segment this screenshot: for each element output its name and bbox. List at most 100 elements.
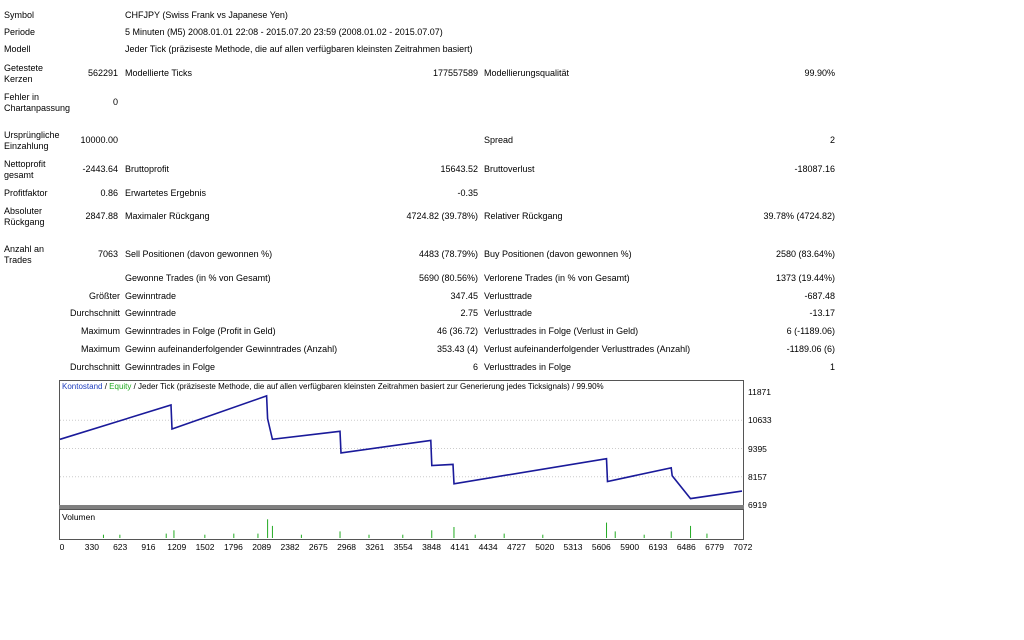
- grossloss-label: Bruttoverlust: [484, 164, 535, 174]
- sell-label: Sell Positionen (davon gewonnen %): [125, 249, 273, 259]
- maxconsloss-value: 6 (-1189.06): [786, 326, 835, 336]
- x-tick-label: 2089: [252, 542, 272, 552]
- netprofit-label-2: gesamt: [4, 170, 34, 180]
- y-tick-label: 9395: [748, 443, 767, 454]
- x-tick-label: 5020: [535, 542, 555, 552]
- chart-header-text: / Jeder Tick (präziseste Methode, die au…: [131, 382, 604, 391]
- x-tick-label: 3261: [365, 542, 385, 552]
- y-tick-label: 10633: [748, 415, 772, 426]
- reldd-value: 39.78% (4724.82): [763, 211, 835, 221]
- maxdd-label: Maximaler Rückgang: [125, 211, 210, 221]
- maxconslossamt-value: -1189.06 (6): [786, 344, 835, 354]
- x-tick-label: 2382: [280, 542, 300, 552]
- x-tick-label: 3554: [393, 542, 413, 552]
- avgconswin-value: 6: [472, 362, 478, 372]
- maxconsprofit-label: Gewinn aufeinanderfolgender Gewinntrades…: [125, 344, 338, 354]
- chart-legend-balance: Kontostand: [62, 382, 103, 391]
- expected-value: -0.35: [457, 188, 478, 198]
- largest-win-value: 347.45: [450, 291, 478, 301]
- lost-label: Verlorene Trades (in % von Gesamt): [484, 273, 630, 283]
- trades-value: 7063: [97, 249, 118, 259]
- model-label: Modell: [4, 44, 31, 54]
- avg-loss-label: Verlusttrade: [484, 308, 533, 318]
- spread-label: Spread: [484, 135, 514, 145]
- pf-label: Profitfaktor: [4, 188, 48, 198]
- x-tick-label: 5900: [620, 542, 640, 552]
- ticks-label: Modellierte Ticks: [125, 68, 193, 78]
- maxconswin-label: Gewinntrades in Folge (Profit in Geld): [125, 326, 276, 336]
- maxconsloss-label: Verlusttrades in Folge (Verlust in Geld): [484, 326, 639, 336]
- avgconsloss-value: 1: [829, 362, 835, 372]
- volume-label: Volumen: [62, 512, 96, 522]
- mismatch-value: 0: [112, 97, 118, 107]
- avg-win-value: 2.75: [460, 308, 478, 318]
- symbol-label: Symbol: [4, 10, 35, 20]
- reldd-label: Relativer Rückgang: [484, 211, 563, 221]
- maxdd-value: 4724.82 (39.78%): [406, 211, 478, 221]
- pf-value: 0.86: [100, 188, 118, 198]
- symbol-value: CHFJPY (Swiss Frank vs Japanese Yen): [125, 10, 288, 20]
- largest-win-label: Gewinntrade: [125, 291, 177, 301]
- largest-loss-value: -687.48: [804, 291, 835, 301]
- buy-value: 2580 (83.64%): [775, 249, 835, 259]
- volume-chart: [59, 509, 744, 540]
- absdd-label-2: Rückgang: [4, 217, 45, 227]
- x-tick-label: 6486: [676, 542, 696, 552]
- netprofit-label-1: Nettoprofit: [4, 159, 46, 169]
- x-tick-label: 623: [113, 542, 128, 552]
- absdd-label-1: Absoluter: [4, 206, 43, 216]
- grossprofit-value: 15643.52: [440, 164, 478, 174]
- chart-separator: [59, 505, 744, 509]
- avgconsloss-label: Verlusttrades in Folge: [484, 362, 572, 372]
- sell-value: 4483 (78.79%): [418, 249, 478, 259]
- ticks-value: 177557589: [432, 68, 478, 78]
- quality-label: Modellierungsqualität: [484, 68, 570, 78]
- avg-win-label: Gewinntrade: [125, 308, 177, 318]
- x-tick-label: 4141: [450, 542, 470, 552]
- x-tick-label: 6193: [648, 542, 668, 552]
- x-tick-label: 330: [84, 542, 99, 552]
- trades-label-2: Trades: [4, 255, 32, 265]
- x-tick-label: 5313: [563, 542, 583, 552]
- x-tick-label: 4434: [478, 542, 498, 552]
- y-tick-label: 8157: [748, 471, 767, 482]
- lost-value: 1373 (19.44%): [775, 273, 835, 283]
- quality-value: 99.90%: [804, 68, 835, 78]
- maxconslossamt-label: Verlust aufeinanderfolgender Verlusttrad…: [484, 344, 691, 354]
- trades-label-1: Anzahl an: [4, 244, 45, 254]
- mismatch-label-2: Chartanpassung: [4, 103, 71, 113]
- netprofit-value: -2443.64: [82, 164, 118, 174]
- avg-loss-value: -13.17: [809, 308, 835, 318]
- deposit-label-1: Ursprüngliche: [4, 130, 60, 140]
- period-label: Periode: [4, 27, 36, 37]
- grossloss-value: -18087.16: [794, 164, 835, 174]
- avgconswin-label: Gewinntrades in Folge: [125, 362, 216, 372]
- bars-label-1: Getestete: [4, 63, 44, 73]
- max1-prefix: Maximum: [80, 326, 120, 336]
- maxconswin-value: 46 (36.72): [436, 326, 478, 336]
- y-tick-label: 6919: [748, 500, 767, 510]
- y-tick-label: 11871: [748, 387, 772, 397]
- deposit-value: 10000.00: [80, 135, 118, 145]
- x-tick-label: 3848: [422, 542, 442, 552]
- absdd-value: 2847.88: [85, 211, 118, 221]
- mismatch-label-1: Fehler in: [4, 92, 40, 102]
- avg2-prefix: Durchschnitt: [69, 362, 120, 372]
- chart-header: Kontostand / Equity / Jeder Tick (präzis…: [62, 382, 604, 392]
- deposit-label-2: Einzahlung: [4, 141, 49, 151]
- x-tick-label: 0: [59, 542, 65, 552]
- max2-prefix: Maximum: [80, 344, 120, 354]
- expected-label: Erwartetes Ergebnis: [125, 188, 207, 198]
- period-value: 5 Minuten (M5) 2008.01.01 22:08 - 2015.0…: [125, 27, 443, 37]
- largest-prefix: Größter: [88, 291, 120, 301]
- x-tick-label: 1209: [167, 542, 187, 552]
- buy-label: Buy Positionen (davon gewonnen %): [484, 249, 632, 259]
- bars-value: 562291: [87, 68, 118, 78]
- x-tick-label: 6779: [705, 542, 725, 552]
- won-label: Gewonne Trades (in % von Gesamt): [125, 273, 271, 283]
- x-tick-label: 4727: [506, 542, 526, 552]
- maxconsprofit-value: 353.43 (4): [436, 344, 478, 354]
- x-tick-label: 5606: [591, 542, 611, 552]
- spread-value: 2: [829, 135, 835, 145]
- largest-loss-label: Verlusttrade: [484, 291, 533, 301]
